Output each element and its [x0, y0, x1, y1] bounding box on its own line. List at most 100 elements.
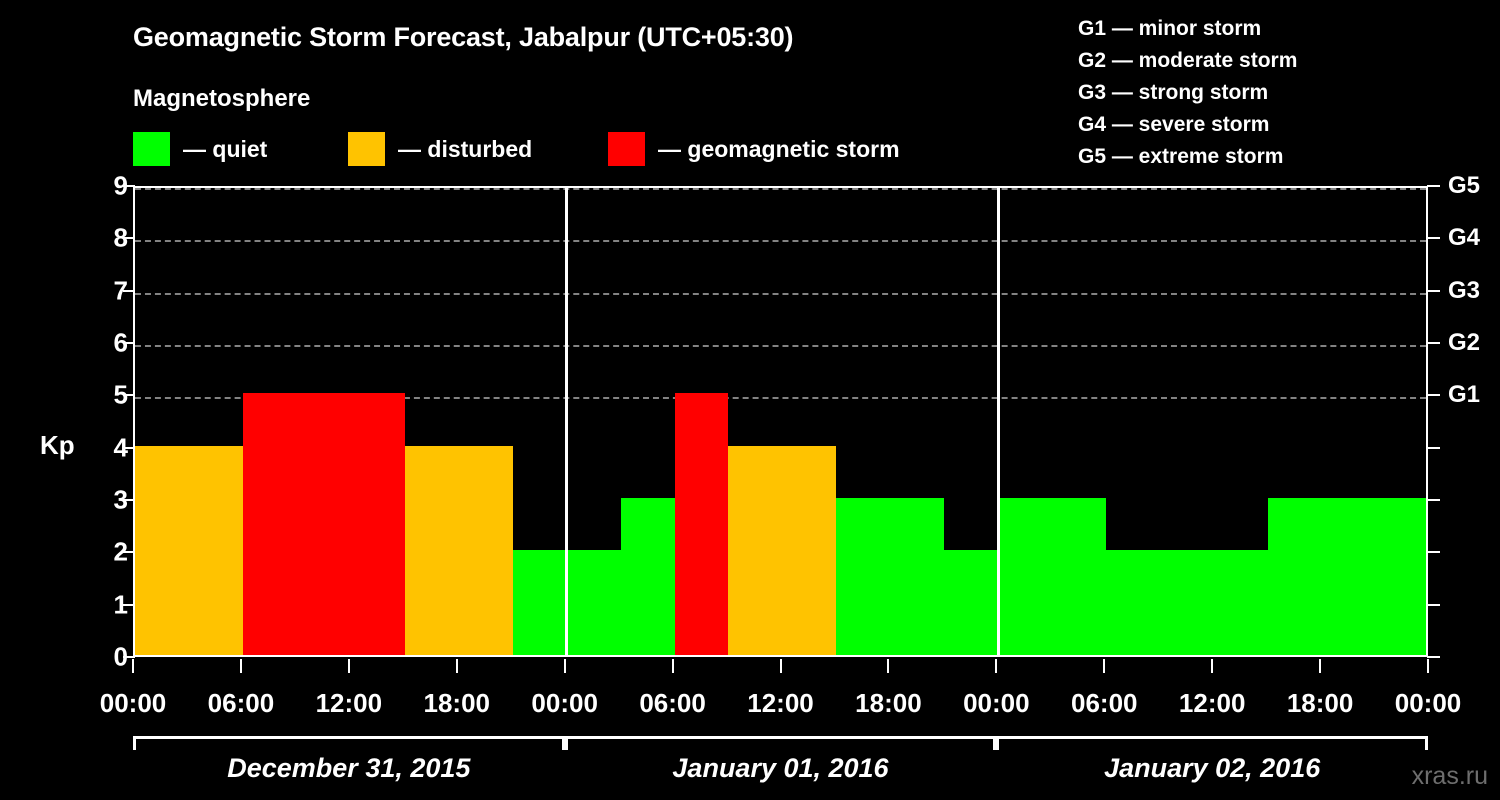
- gridline-kp-9: [135, 188, 1426, 190]
- storm-scale-line-4: G4 — severe storm: [1078, 113, 1270, 137]
- bar-slot: [296, 188, 351, 655]
- bar-slot: [1160, 188, 1215, 655]
- legend-item-quiet: — quiet: [133, 131, 267, 167]
- day-caption-3: January 02, 2016: [1104, 753, 1321, 783]
- x-tick-mark-9: [1103, 659, 1106, 673]
- storm-scale-key: G1 — minor storm G2 — moderate storm G3 — …: [1078, 13, 1297, 173]
- x-tick-mark-11: [1319, 659, 1322, 673]
- day-divider-2: [996, 188, 1000, 655]
- watermark: xras.ru: [1411, 762, 1488, 790]
- y-tick-label-4: 4: [113, 432, 128, 463]
- bar: [890, 498, 945, 655]
- bar-slot: [1052, 188, 1107, 655]
- x-tick-mark-1: [239, 659, 242, 673]
- bar: [135, 445, 189, 655]
- bar-slot: [998, 188, 1053, 655]
- bar: [566, 550, 621, 655]
- y-tick-mark-right-8: [1427, 237, 1440, 240]
- bar-slot: [350, 188, 405, 655]
- bar: [458, 445, 513, 655]
- legend-swatch-geomagnetic-storm: [608, 132, 645, 166]
- y-tick-label-1: 1: [113, 589, 128, 620]
- bar-slot: [1214, 188, 1269, 655]
- x-tick-mark-5: [671, 659, 674, 673]
- bar-series: [135, 188, 1426, 655]
- y-tick-label-5: 5: [113, 379, 128, 410]
- bar-slot: [674, 188, 729, 655]
- y-tick-label-3: 3: [113, 484, 128, 515]
- x-tick-label-1: 06:00: [207, 688, 275, 718]
- x-tick-label-5: 06:00: [639, 688, 706, 718]
- legend-label-disturbed: — disturbed: [398, 135, 533, 162]
- y-tick-label-6: 6: [113, 327, 128, 358]
- y-tick-mark-7: [123, 289, 135, 292]
- y-tick-mark-5: [123, 394, 135, 397]
- legend-swatch-quiet: [133, 132, 170, 166]
- bar-slot: [135, 188, 189, 655]
- bar-slot: [728, 188, 783, 655]
- chart-plot-area: [133, 186, 1428, 657]
- y-tick-mark-8: [123, 237, 135, 240]
- x-tick-label-4: 00:00: [531, 688, 598, 718]
- x-tick-label-11: 18:00: [1286, 688, 1354, 718]
- y-tick-mark-right-6: [1427, 342, 1440, 344]
- legend-item-geomagnetic-storm: — geomagnetic storm: [608, 131, 900, 167]
- bar-slot: [242, 188, 297, 655]
- y-tick-label-8: 8: [113, 222, 128, 253]
- legend-item-disturbed: — disturbed: [348, 131, 532, 167]
- storm-scale-line-3: G3 — strong storm: [1078, 81, 1269, 105]
- g-tick-label-G4: G4: [1448, 224, 1481, 252]
- bar: [404, 445, 459, 655]
- x-tick-mark-4: [563, 659, 566, 673]
- bar: [836, 498, 891, 655]
- storm-scale-line-5: G5 — extreme storm: [1078, 145, 1284, 169]
- day-caption-2: January 01, 2016: [672, 753, 889, 783]
- storm-scale-line-1: G1 — minor storm: [1078, 17, 1262, 40]
- bar: [998, 498, 1053, 655]
- bar: [1106, 550, 1161, 655]
- x-tick-mark-7: [887, 659, 890, 673]
- bar: [1268, 498, 1322, 655]
- day-bracket-1: [133, 736, 565, 750]
- bar-slot: [1321, 188, 1376, 655]
- y-tick-mark-right-9: [1427, 185, 1440, 187]
- bar-slot: [566, 188, 621, 655]
- day-bracket-2: [564, 736, 997, 750]
- x-tick-mark-2: [347, 659, 350, 673]
- y-tick-mark-4: [123, 446, 135, 449]
- bar: [1052, 498, 1107, 655]
- g-tick-label-G1: G1: [1448, 381, 1481, 409]
- y-tick-mark-2: [123, 551, 135, 554]
- x-tick-mark-0: [132, 659, 134, 673]
- y-tick-label-7: 7: [113, 275, 128, 306]
- x-tick-mark-12: [1427, 659, 1429, 673]
- gridline-kp-5: [135, 397, 1426, 400]
- day-bracket-3: [996, 736, 1428, 750]
- x-tick-label-6: 12:00: [747, 688, 814, 718]
- bar-slot: [1268, 188, 1322, 655]
- bar-slot: [188, 188, 243, 655]
- y-tick-mark-1: [123, 603, 135, 606]
- y-tick-mark-right-4: [1427, 446, 1440, 449]
- bar: [1375, 498, 1426, 655]
- day-caption-1: December 31, 2015: [227, 753, 471, 783]
- x-tick-label-10: 12:00: [1178, 688, 1246, 718]
- bar-slot: [1375, 188, 1426, 655]
- x-tick-mark-8: [995, 659, 998, 673]
- bar: [620, 498, 675, 655]
- bar-slot: [458, 188, 513, 655]
- bar: [728, 445, 783, 655]
- bar: [350, 393, 405, 655]
- y-tick-mark-right-2: [1427, 551, 1440, 554]
- gridline-kp-7: [135, 292, 1426, 295]
- x-tick-label-12: 00:00: [1394, 688, 1462, 718]
- bar: [296, 393, 351, 655]
- y-tick-label-9: 9: [113, 170, 128, 201]
- gridline-kp-8: [135, 240, 1426, 243]
- x-tick-label-7: 18:00: [855, 688, 922, 718]
- bar: [944, 550, 999, 655]
- x-tick-label-2: 12:00: [315, 688, 383, 718]
- y-tick-label-0: 0: [113, 641, 128, 672]
- x-tick-label-9: 06:00: [1071, 688, 1138, 718]
- g-tick-label-G2: G2: [1448, 329, 1481, 356]
